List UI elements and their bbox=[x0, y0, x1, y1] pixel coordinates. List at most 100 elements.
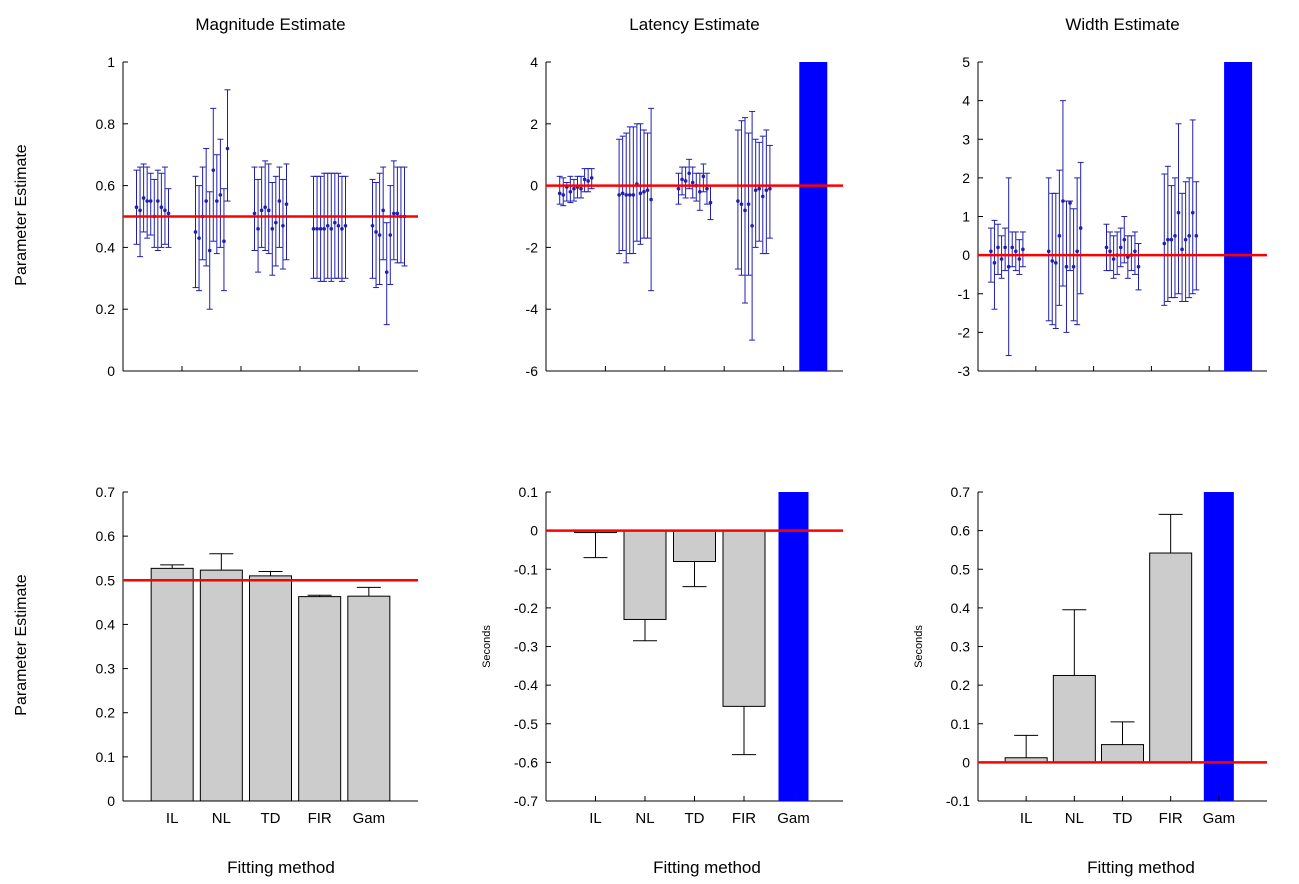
data-point bbox=[631, 193, 636, 197]
y-tick-label: 0 bbox=[962, 247, 970, 263]
data-point bbox=[325, 223, 330, 228]
data-point bbox=[1021, 247, 1025, 252]
data-point bbox=[1162, 241, 1167, 246]
x-tick-label: IL bbox=[589, 810, 602, 827]
data-point bbox=[395, 211, 400, 216]
data-point bbox=[1190, 210, 1195, 215]
data-point bbox=[207, 248, 212, 253]
data-point bbox=[388, 233, 393, 237]
x-tick-label: FIR bbox=[308, 810, 332, 827]
data-point bbox=[1064, 264, 1069, 269]
bar bbox=[722, 530, 766, 707]
data-point bbox=[340, 227, 344, 231]
data-point bbox=[1104, 245, 1109, 250]
bar bbox=[623, 530, 667, 620]
data-point bbox=[374, 230, 378, 234]
data-point bbox=[381, 208, 385, 213]
data-point bbox=[1057, 234, 1062, 238]
x-tick-label: NL bbox=[635, 810, 654, 827]
y-tick-label: 0.3 bbox=[96, 661, 116, 677]
y-tick-label: -0.5 bbox=[514, 716, 538, 732]
y-tick-label: -0.4 bbox=[514, 677, 538, 693]
y-tick-label: -0.1 bbox=[946, 793, 970, 809]
y-tick-label: -0.7 bbox=[514, 793, 538, 809]
y-tick-label: 0 bbox=[962, 754, 970, 770]
data-point bbox=[736, 199, 740, 203]
data-point bbox=[743, 208, 747, 213]
y-tick-label: 0.4 bbox=[951, 600, 971, 616]
data-point bbox=[579, 186, 583, 191]
data-point bbox=[211, 168, 216, 172]
y-tick-label: 0.8 bbox=[96, 116, 116, 132]
data-point bbox=[649, 197, 653, 202]
gam-bar bbox=[1224, 62, 1253, 371]
data-point bbox=[1006, 264, 1011, 269]
data-point bbox=[215, 199, 219, 203]
y-tick-label: 3 bbox=[962, 131, 970, 147]
y-tick-label: 4 bbox=[962, 93, 970, 109]
data-point bbox=[1071, 264, 1076, 269]
y-tick-label: 0.4 bbox=[96, 239, 116, 255]
y-tick-label: -3 bbox=[958, 363, 971, 379]
data-point bbox=[343, 223, 348, 228]
data-point bbox=[996, 245, 1000, 250]
data-point bbox=[204, 199, 208, 203]
bar bbox=[249, 575, 292, 802]
y-tick-label: 0.7 bbox=[96, 484, 116, 500]
x-tick-label: Gam bbox=[353, 810, 386, 827]
data-point bbox=[159, 205, 164, 210]
y-tick-label: 0.5 bbox=[951, 561, 971, 577]
data-point bbox=[1169, 237, 1174, 242]
width-estimate-panel: -3 -2 -1 0 1 2 3 4 5 Width Estimate bbox=[958, 15, 1267, 379]
y-tick-label: 4 bbox=[530, 54, 538, 70]
y-tick-label: -6 bbox=[526, 363, 539, 379]
y-tick-label: 0.2 bbox=[951, 677, 971, 693]
row-2-ylabel-text: Parameter Estimate bbox=[13, 574, 30, 715]
bar bbox=[298, 596, 342, 802]
data-point bbox=[705, 186, 709, 191]
data-point bbox=[760, 194, 765, 199]
y-tick-label: 0 bbox=[107, 363, 115, 379]
y-tick-label: 0.5 bbox=[96, 572, 116, 588]
data-point bbox=[145, 199, 149, 203]
data-point bbox=[1180, 247, 1184, 252]
data-point bbox=[1136, 264, 1141, 269]
latency-bar-panel: -0.7 -0.6 -0.5 -0.4 -0.3 -0.2 -0.1 0 0.1 IL NL TD FI… bbox=[481, 484, 843, 827]
magnitude-estimate-panel: 0 0.2 0.4 0.6 0.8 1 Magnitude Estimate bbox=[96, 15, 418, 379]
y-tick-label: -4 bbox=[526, 301, 539, 317]
data-point bbox=[1068, 201, 1072, 205]
y-tick-label: -0.2 bbox=[514, 600, 538, 616]
panel-title: Latency Estimate bbox=[629, 15, 759, 34]
bar bbox=[1101, 744, 1144, 763]
bar bbox=[1149, 552, 1193, 763]
bar bbox=[673, 530, 716, 563]
data-point bbox=[222, 239, 226, 244]
data-point bbox=[683, 179, 688, 183]
x-tick-label: TD bbox=[1113, 810, 1133, 827]
y-tick-label: 0 bbox=[107, 793, 115, 809]
y-tick-label: 1 bbox=[962, 209, 970, 225]
y-tick-label: 0.7 bbox=[951, 484, 971, 500]
data-point bbox=[572, 186, 576, 191]
data-point bbox=[156, 199, 160, 203]
y-tick-label: 2 bbox=[530, 116, 538, 132]
x-tick-label: FIR bbox=[732, 810, 756, 827]
data-point bbox=[645, 188, 650, 193]
data-point bbox=[1166, 237, 1170, 242]
x-tick-label: IL bbox=[1020, 810, 1033, 827]
data-point bbox=[989, 249, 993, 254]
y-tick-label: -2 bbox=[526, 239, 539, 255]
data-point bbox=[1187, 234, 1191, 238]
y-axis-label: Seconds bbox=[481, 625, 493, 668]
data-point bbox=[1194, 234, 1199, 238]
data-point bbox=[1183, 237, 1188, 242]
data-point bbox=[1122, 237, 1127, 242]
bar bbox=[150, 567, 194, 802]
data-point bbox=[315, 227, 319, 231]
y-tick-label: 0.1 bbox=[519, 484, 539, 500]
y-tick-label: -0.6 bbox=[514, 754, 538, 770]
data-point bbox=[1046, 249, 1051, 254]
data-point bbox=[218, 193, 223, 197]
data-point bbox=[148, 199, 153, 203]
data-point bbox=[708, 200, 713, 205]
